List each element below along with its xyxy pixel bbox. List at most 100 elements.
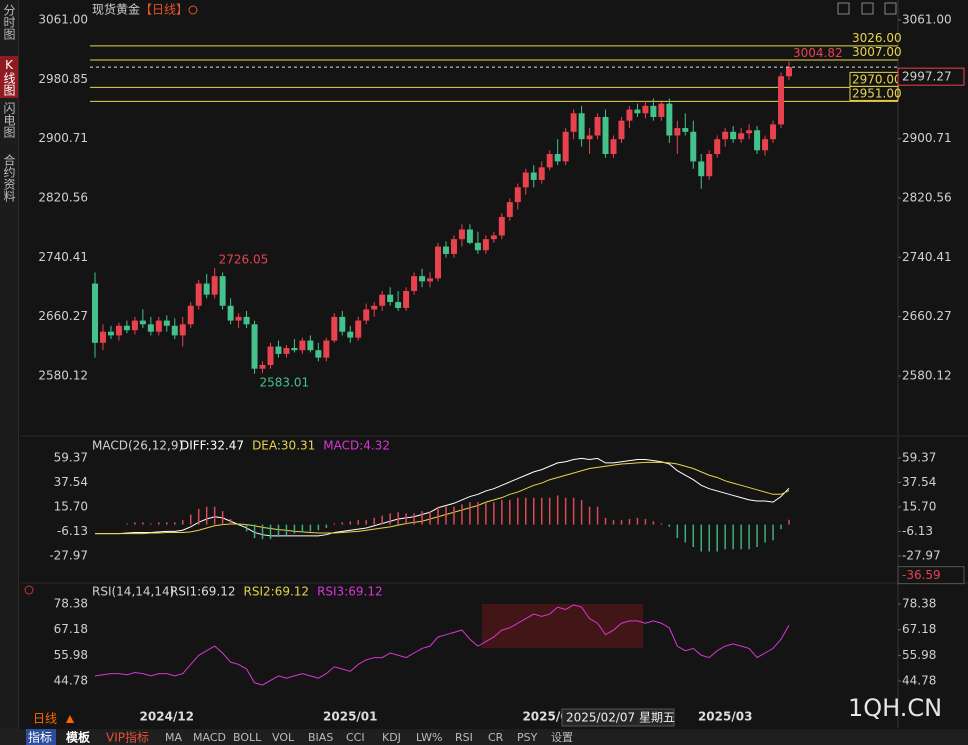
macd-bar — [174, 522, 176, 525]
side-tab[interactable]: 合约资料 — [2, 154, 16, 202]
toolbar-tab[interactable]: PSY — [517, 731, 538, 744]
y-tick-label: 67.18 — [902, 622, 936, 636]
macd-bar — [684, 524, 687, 543]
y-tick-label: 55.98 — [54, 648, 88, 662]
macd-bar — [341, 522, 344, 525]
settings-icon[interactable] — [24, 585, 34, 595]
price-line-box — [849, 85, 899, 101]
toolbar-tab[interactable]: 模板 — [66, 730, 91, 745]
candle-body — [458, 229, 465, 240]
macd-bar — [197, 508, 200, 525]
toolbar-tab[interactable]: MA — [165, 731, 182, 744]
tool-icon[interactable] — [837, 2, 850, 15]
x-tick-label: 2025/03 — [698, 710, 752, 724]
macd-bar — [229, 518, 232, 525]
tool-icon[interactable] — [861, 2, 874, 15]
toolbar — [0, 729, 968, 745]
macd-bar — [437, 506, 439, 525]
side-tab[interactable]: 分时图 — [2, 4, 16, 40]
macd-bar — [588, 506, 591, 525]
macd-bar — [748, 524, 750, 550]
candle-body — [291, 347, 298, 351]
toolbar-tab[interactable]: KDJ — [382, 731, 401, 744]
macd-bar — [556, 495, 559, 525]
y-tick-label: 37.54 — [54, 475, 88, 489]
candle-body — [778, 76, 785, 125]
macd-bar — [604, 517, 607, 525]
macd-bar — [325, 524, 328, 528]
toolbar-tab[interactable]: 设置 — [551, 731, 573, 744]
y-tick-label: 3061.00 — [902, 12, 952, 26]
candle-body — [522, 172, 529, 188]
candle-body — [395, 302, 402, 308]
candle-body — [698, 161, 705, 177]
candle-body — [355, 320, 362, 338]
legend-entry: RSI3:69.12 — [317, 585, 383, 599]
macd-bar — [732, 524, 734, 550]
macd-bar — [397, 512, 399, 525]
macd-bar — [493, 502, 495, 525]
macd-bar — [477, 502, 479, 525]
highlight-zone — [482, 604, 643, 648]
macd-bar — [788, 519, 790, 525]
y-tick-label: 55.98 — [902, 648, 936, 662]
macd-bar — [389, 513, 391, 525]
price-line-label: 2951.00 — [852, 86, 902, 100]
toolbar-tab[interactable]: MACD — [193, 731, 226, 744]
period-switch[interactable]: 日线 — [33, 712, 57, 726]
macd-bar — [700, 524, 703, 552]
candle-body — [530, 172, 537, 180]
candle-body — [650, 105, 657, 117]
toolbar-tab[interactable]: BOLL — [233, 731, 262, 744]
macd-bar — [158, 522, 160, 525]
toolbar-tab[interactable]: 指标 — [28, 730, 52, 745]
macd-bar — [716, 524, 718, 552]
toolbar-tab[interactable]: LW% — [416, 731, 442, 744]
toolbar-tab[interactable]: CCI — [346, 731, 365, 744]
candle-body — [259, 364, 266, 369]
macd-bar — [166, 522, 168, 525]
candle-body — [706, 153, 713, 177]
candle-body — [562, 131, 569, 162]
candle-body — [466, 229, 473, 243]
macd-bar — [580, 499, 583, 525]
toolbar-tab[interactable]: CR — [488, 731, 504, 744]
toolbar-tab[interactable]: VIP指标 — [106, 730, 149, 745]
toolbar-tab[interactable]: BIAS — [308, 731, 333, 744]
candle-body — [514, 187, 521, 203]
macd-bar — [780, 524, 782, 530]
candle-body — [339, 316, 346, 332]
macd-bar — [740, 524, 742, 550]
macd-bar — [517, 497, 519, 525]
side-tab-active[interactable]: K线图 — [0, 56, 18, 98]
price-line-label: 2970.00 — [852, 72, 902, 86]
candle-body — [171, 325, 178, 336]
indicator-line — [95, 457, 790, 537]
y-tick-label: 2580.12 — [38, 369, 88, 383]
candle-body — [411, 276, 418, 291]
tool-icon[interactable] — [884, 2, 897, 15]
side-tab[interactable]: 闪电图 — [2, 102, 16, 138]
macd-bar — [764, 524, 766, 543]
candle-body — [442, 246, 449, 254]
candle-body — [762, 139, 769, 151]
candle-body — [115, 325, 122, 336]
candle-body — [219, 276, 226, 306]
candle-body — [307, 340, 314, 351]
period-arrow[interactable] — [66, 715, 74, 723]
toolbar-tab[interactable]: RSI — [455, 731, 473, 744]
add-icon[interactable] — [188, 5, 198, 15]
candle-body — [594, 116, 601, 136]
toolbar-tab[interactable]: VOL — [272, 731, 295, 744]
y-tick-label: 59.37 — [902, 450, 936, 464]
period-label: 【日线】 — [140, 3, 188, 17]
macd-bar — [245, 524, 248, 532]
y-tick-label: 59.37 — [54, 450, 88, 464]
candle-body — [227, 305, 234, 321]
macd-bar — [612, 520, 615, 525]
candle-body — [618, 120, 625, 140]
candle-body — [666, 103, 673, 136]
y-tick-label: -27.97 — [902, 548, 941, 562]
y-tick-label: 2820.56 — [902, 191, 952, 205]
candle-body — [658, 103, 665, 117]
